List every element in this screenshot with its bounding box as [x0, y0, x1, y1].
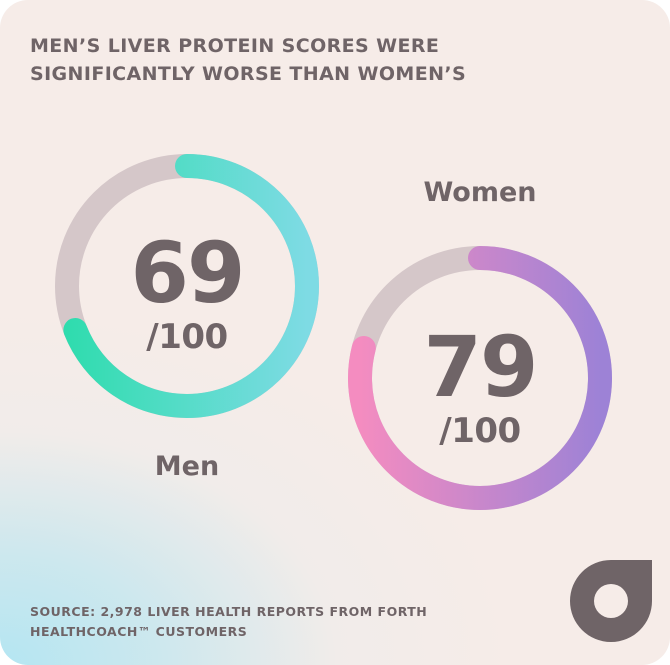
women-label: Women [423, 177, 537, 208]
men-label: Men [154, 451, 220, 482]
men-score-arc [55, 154, 319, 418]
source-note-line-2: HEALTHCOACH™ CUSTOMERS [30, 624, 248, 639]
women-score: 79 [423, 318, 539, 416]
women-score-max: /100 [439, 411, 521, 451]
chart-title: MEN’S LIVER PROTEIN SCORES WERE SIGNIFIC… [30, 32, 590, 88]
chart-title-line-2: SIGNIFICANTLY WORSE THAN WOMEN’S [30, 63, 467, 85]
men-score: 69 [130, 224, 246, 322]
chart-title-line-1: MEN’S LIVER PROTEIN SCORES WERE [30, 35, 440, 57]
women-score-arc [348, 246, 612, 510]
forth-logo-icon [570, 560, 652, 642]
source-note-line-1: SOURCE: 2,978 LIVER HEALTH REPORTS FROM … [30, 604, 428, 619]
men-score-max: /100 [146, 317, 228, 357]
source-note: SOURCE: 2,978 LIVER HEALTH REPORTS FROM … [30, 602, 500, 642]
